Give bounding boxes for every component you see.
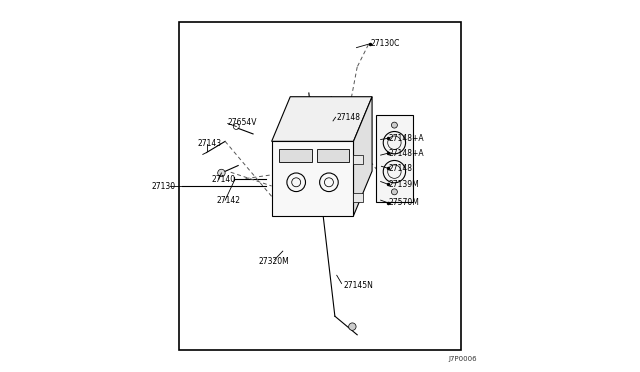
Text: 27148: 27148 (337, 113, 361, 122)
Text: 27320M: 27320M (259, 257, 289, 266)
Bar (179, 22, 461, 350)
Text: 27139M: 27139M (389, 180, 420, 189)
Circle shape (349, 323, 356, 330)
Bar (376, 115, 413, 202)
Polygon shape (353, 97, 372, 216)
Circle shape (218, 169, 225, 177)
Text: 27140: 27140 (211, 175, 236, 184)
Text: 27130: 27130 (151, 182, 175, 190)
Bar (317, 149, 349, 162)
Circle shape (392, 189, 397, 195)
Circle shape (392, 122, 397, 128)
Text: 27654V: 27654V (228, 118, 257, 126)
Bar (271, 141, 353, 216)
Text: 27148+A: 27148+A (389, 149, 424, 158)
Text: 27570M: 27570M (389, 198, 420, 207)
Text: 27148: 27148 (389, 164, 413, 173)
Text: 27130C: 27130C (371, 39, 400, 48)
Polygon shape (271, 97, 372, 141)
Bar (353, 193, 363, 202)
Bar (353, 155, 363, 164)
Text: 27143: 27143 (198, 139, 222, 148)
Text: 27145N: 27145N (343, 281, 373, 290)
Text: 27148+A: 27148+A (389, 134, 424, 143)
Bar (279, 149, 312, 162)
Text: 27142: 27142 (216, 196, 241, 205)
Text: J7P0006: J7P0006 (449, 356, 477, 362)
